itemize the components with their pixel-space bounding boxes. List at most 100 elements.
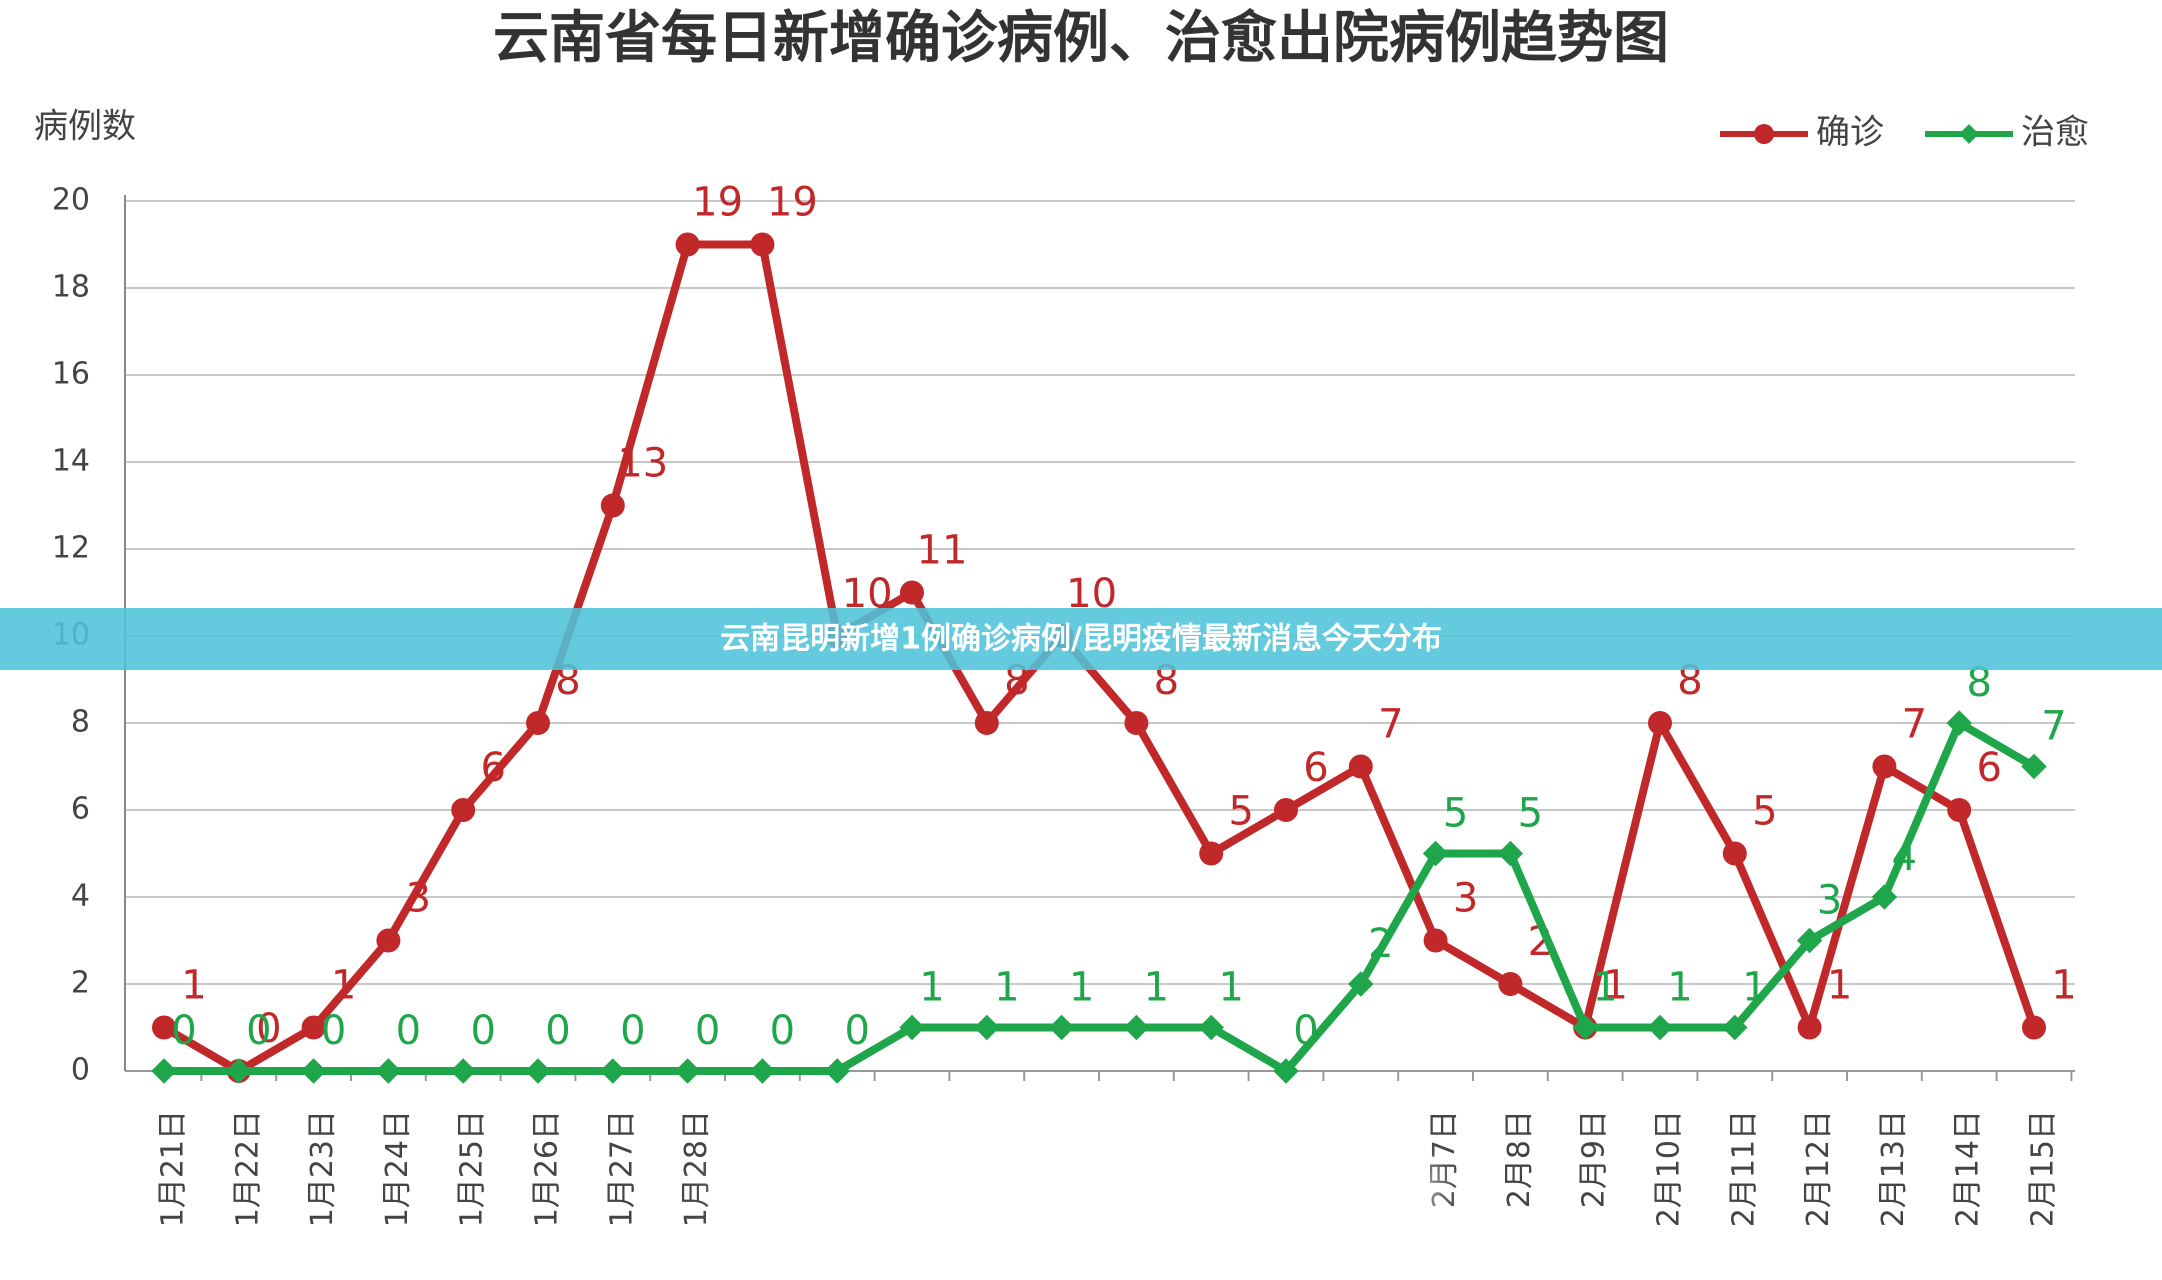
y-tick-label: 0 (71, 1053, 90, 1088)
point (1348, 754, 1373, 779)
data-label: 3 (1817, 878, 1842, 924)
point (2022, 1015, 2046, 1040)
data-label: 7 (2041, 704, 2066, 750)
legend-label: 治愈 (2021, 113, 2089, 153)
data-label: 0 (256, 1006, 281, 1052)
data-label: 0 (246, 1008, 271, 1054)
data-label: 0 (545, 1008, 570, 1054)
data-label: 1 (1827, 963, 1852, 1009)
data-label: 0 (844, 1008, 869, 1054)
data-label: 4 (1892, 834, 1917, 880)
y-axis-label: 病例数 (34, 107, 136, 147)
grid: 024681012141618201月21日1月22日1月23日1月24日1月2… (52, 183, 2075, 1227)
data-label: 6 (480, 745, 505, 791)
y-tick-label: 18 (52, 270, 90, 305)
y-tick-label: 14 (52, 444, 90, 479)
data-label: 1 (1667, 965, 1692, 1011)
point (1947, 798, 1972, 822)
point (974, 711, 999, 735)
point (301, 1015, 326, 1040)
y-tick-label: 8 (71, 705, 90, 740)
data-label: 0 (770, 1008, 795, 1054)
point (1498, 972, 1523, 996)
x-tick-label: 1月28日 (679, 1110, 714, 1227)
data-label: 5 (1443, 791, 1468, 837)
data-label: 3 (1453, 876, 1478, 922)
data-label: 3 (406, 876, 431, 922)
x-tick-label: 2月15日 (2026, 1110, 2061, 1227)
point (675, 232, 700, 257)
point (600, 493, 625, 518)
data-label: 1 (2051, 963, 2076, 1009)
point (152, 1015, 176, 1040)
data-label: 13 (617, 441, 668, 487)
data-label: 2 (1368, 921, 1393, 967)
point (451, 798, 476, 822)
data-label: 0 (321, 1008, 346, 1054)
banner-text: 云南昆明新增1例确诊病例/昆明疫情最新消息今天分布 (720, 622, 1442, 657)
data-label: 5 (1518, 791, 1543, 837)
point (1648, 711, 1672, 735)
legend: 确诊 治愈 (1720, 113, 2089, 153)
x-tick-label: 2月12日 (1801, 1110, 1836, 1227)
chart-title: 云南省每日新增确诊病例、治愈出院病例趋势图 (493, 6, 1669, 71)
data-label: 11 (917, 528, 968, 574)
y-tick-label: 12 (52, 531, 90, 566)
data-label: 7 (1378, 702, 1403, 748)
data-label: 6 (1303, 745, 1328, 791)
data-label: 1 (994, 965, 1019, 1011)
blur-overlay (720, 1135, 1440, 1245)
data-label: 1 (919, 965, 944, 1011)
data-label: 0 (396, 1008, 421, 1054)
x-tick-label: 2月9日 (1577, 1110, 1612, 1208)
banner (0, 608, 2162, 670)
y-tick-label: 2 (71, 966, 90, 1001)
data-label: 19 (692, 180, 743, 226)
point (1423, 928, 1448, 953)
x-tick-label: 1月23日 (305, 1110, 340, 1227)
y-tick-label: 16 (52, 357, 90, 392)
data-label: 1 (1144, 965, 1169, 1011)
legend-marker (1959, 124, 1979, 144)
data-label: 1 (1069, 965, 1094, 1011)
x-tick-label: 1月27日 (604, 1110, 639, 1227)
data-label: 1 (331, 963, 356, 1009)
y-tick-label: 20 (52, 183, 90, 218)
point (1124, 711, 1149, 735)
data-label: 7 (1902, 702, 1927, 748)
data-label: 1 (1592, 965, 1617, 1011)
data-label: 1 (1742, 965, 1767, 1011)
series-line (161, 240, 2038, 1075)
data-label: 0 (1293, 1008, 1318, 1054)
data-label: 19 (767, 180, 818, 226)
legend-marker (1754, 124, 1774, 144)
data-label: 5 (1228, 789, 1253, 835)
data-label: 0 (171, 1008, 196, 1054)
y-tick-label: 4 (71, 879, 90, 914)
data-label: 6 (1976, 745, 2001, 791)
point (750, 232, 775, 257)
x-tick-label: 2月11日 (1726, 1110, 1761, 1227)
point (1872, 754, 1897, 779)
data-label: 1 (181, 963, 206, 1009)
x-tick-label: 2月10日 (1652, 1110, 1687, 1227)
point (1274, 798, 1298, 822)
point (1797, 1015, 1822, 1040)
x-tick-label: 1月22日 (230, 1110, 265, 1227)
point (376, 928, 401, 953)
x-tick-label: 2月8日 (1502, 1110, 1537, 1208)
x-tick-label: 2月13日 (1876, 1110, 1911, 1227)
x-tick-label: 2月14日 (1951, 1110, 1986, 1227)
point (1199, 841, 1224, 866)
point (900, 580, 924, 605)
y-tick-label: 6 (71, 792, 90, 827)
data-label: 5 (1752, 789, 1777, 835)
x-tick-label: 1月25日 (455, 1110, 490, 1227)
x-tick-label: 1月21日 (156, 1110, 191, 1227)
data-label: 0 (695, 1008, 720, 1054)
point (1722, 841, 1747, 866)
x-tick-label: 1月26日 (530, 1110, 565, 1227)
point (526, 711, 550, 735)
data-label: 1 (1218, 965, 1243, 1011)
